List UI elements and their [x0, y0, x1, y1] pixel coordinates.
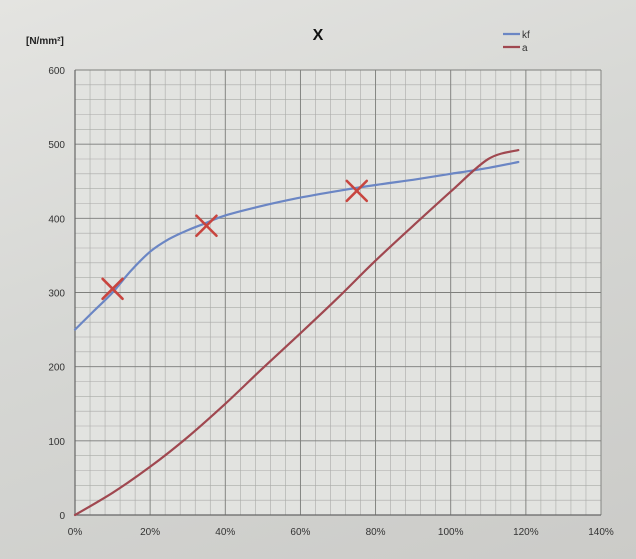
y-tick-label: 600 — [48, 66, 65, 77]
y-tick-label: 0 — [59, 511, 65, 522]
legend: kf a — [503, 30, 530, 54]
series-line-a — [73, 149, 520, 517]
x-tick-label: 100% — [438, 527, 464, 538]
x-tick-label: 60% — [290, 527, 310, 538]
x-marker-stroke — [195, 214, 218, 238]
y-tick-label: 300 — [48, 289, 65, 300]
x-marker-stroke — [345, 179, 369, 203]
marker-layer — [101, 179, 369, 301]
x-tick-label: 40% — [215, 527, 235, 538]
y-tick-label: 100 — [48, 437, 65, 448]
tick-labels: 0% 20% 40% 60% 80% 100% 120% 140% 0 100 200 300 400 5… — [48, 66, 614, 538]
x-tick-label: 0% — [68, 527, 83, 538]
x-tick-label: 140% — [588, 527, 614, 538]
chart-title: X — [313, 27, 324, 44]
legend-label-a: a — [522, 43, 528, 54]
x-tick-label: 120% — [513, 527, 539, 538]
y-tick-label: 200 — [48, 363, 65, 374]
y-tick-label: 400 — [48, 214, 65, 225]
x-tick-label: 20% — [140, 527, 160, 538]
y-tick-label: 500 — [48, 140, 65, 151]
x-marker — [345, 179, 369, 203]
x-marker — [195, 214, 218, 238]
x-marker-stroke — [101, 277, 124, 301]
x-tick-label: 80% — [366, 527, 386, 538]
y-axis-unit-label: [N/mm²] — [26, 36, 64, 47]
series-line-kf — [73, 160, 520, 331]
legend-label-kf: kf — [522, 30, 530, 41]
x-marker — [101, 277, 124, 301]
series-layer — [73, 149, 520, 517]
axes — [74, 70, 601, 516]
